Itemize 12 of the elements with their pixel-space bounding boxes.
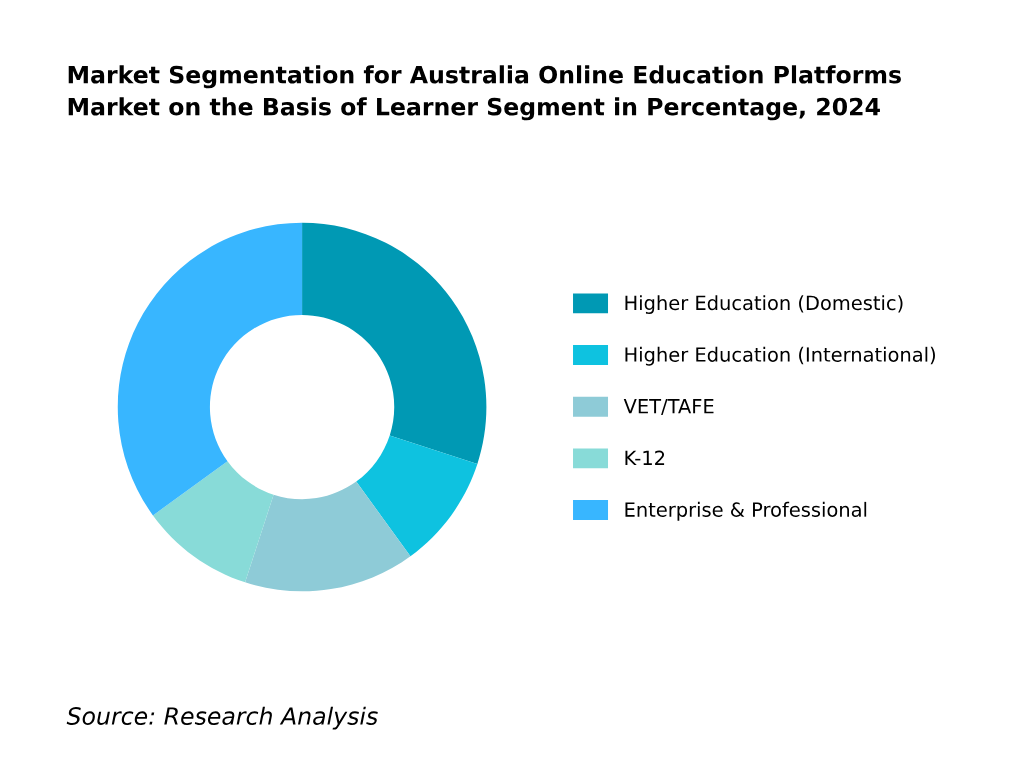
legend-label: VET/TAFE: [623, 399, 714, 416]
chart-title: Market Segmentation for Australia Online Education Platforms Market on the Basis of Learner Segment in Percentage, 2024: [68, 65, 901, 121]
donut-slice: [356, 435, 478, 557]
legend-label: K-12: [625, 450, 665, 465]
legend-label: Higher Education (International): [625, 346, 935, 366]
source-note: Source: Research Analysis: [66, 706, 378, 730]
donut-slice: [302, 222, 487, 464]
donut-slice: [152, 461, 274, 583]
donut-slice: [117, 222, 303, 516]
legend-label: Enterprise & Professional: [625, 501, 867, 521]
donut-slice: [245, 481, 411, 592]
legend-label: Higher Education (Domestic): [625, 295, 903, 314]
